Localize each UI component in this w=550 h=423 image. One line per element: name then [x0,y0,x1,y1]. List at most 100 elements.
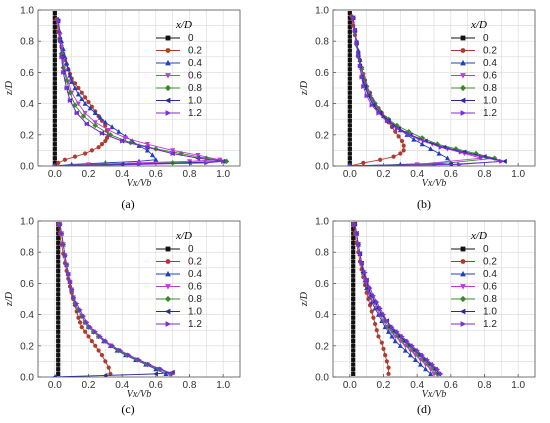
data-point-0.8 [491,155,498,161]
data-point-1.2 [77,307,83,313]
y-tick-label: 0.2 [315,341,329,352]
data-point-0 [351,282,356,288]
data-layer [52,221,176,377]
data-point-0.2 [96,145,101,150]
data-point-1.2 [410,343,415,349]
data-layer [351,221,444,377]
data-point-0 [351,315,356,320]
data-point-0 [347,142,352,147]
data-point-0.2 [83,329,88,334]
legend-marker-1.0 [459,97,466,104]
plot-frame [37,220,241,378]
data-point-0 [351,292,356,297]
data-point-0.2 [383,353,388,358]
data-point-0.2 [104,135,110,141]
data-point-0.6 [414,162,420,166]
data-point-1.2 [415,347,420,353]
data-point-1.2 [61,69,66,75]
data-point-0 [56,343,61,348]
y-tick-label: 0.0 [20,162,34,173]
data-point-0.2 [103,138,108,144]
y-tick-label: 0.8 [315,248,329,259]
panel-c: 0.00.20.40.60.81.00.0 0.2 0.4 0.6 0.8 1.0Vx/V… [4,217,241,416]
data-point-0.2 [386,371,391,376]
data-point-0.4 [436,150,442,156]
data-point-0 [347,29,352,34]
legend-title: x/D [175,19,192,31]
data-point-1.2 [404,338,410,344]
data-point-0.2 [374,328,379,333]
legend-marker-1.0 [459,308,466,315]
data-point-0.4 [79,96,85,102]
data-point-0 [52,85,57,91]
data-point-0.2 [99,142,105,147]
data-point-1.2 [351,15,356,21]
data-point-0.6 [123,135,129,141]
x-tick-label: 0.8 [478,169,492,180]
data-point-0 [56,268,61,274]
data-point-0.4 [418,361,424,367]
y-tick-label: 0.0 [20,373,34,384]
x-tick-label: 0.2 [82,169,96,180]
data-point-0.2 [83,151,88,156]
data-point-0 [347,156,352,161]
data-point-0 [56,240,61,245]
data-point-1.2 [430,362,436,368]
data-point-0.6 [75,101,81,107]
legend-label-0.2: 0.2 [483,257,497,268]
data-point-0 [347,109,352,114]
data-point-1.2 [438,371,444,377]
legend-marker-0.8 [164,84,172,92]
data-point-0 [351,371,356,376]
legend-label-0: 0 [188,33,194,44]
legend-marker-0.8 [164,295,172,303]
data-point-0.4 [72,85,78,91]
data-point-0.4 [444,155,450,161]
data-point-0 [52,57,57,63]
y-tick-label: 0.4 [20,310,34,321]
data-point-0 [347,34,352,39]
y-tick-label: 1.0 [20,6,34,17]
data-point-0.2 [72,154,78,159]
legend-label-1.2: 1.2 [188,108,202,119]
data-point-0.4 [392,338,398,344]
data-point-1.2 [394,329,400,335]
data-point-1.2 [479,154,484,160]
legend-marker-0.2 [460,48,466,53]
data-point-0 [351,240,356,245]
data-point-1.2 [399,333,405,339]
x-axis-title: Vx/Vb [127,389,151,400]
x-tick-label: 0.2 [82,380,96,391]
data-point-1.2 [136,161,142,166]
data-point-0.4 [423,366,429,372]
legend-label-1.0: 1.0 [188,307,202,318]
data-point-0 [347,132,352,137]
data-point-1.2 [98,333,104,339]
data-point-0.6 [412,353,419,358]
data-point-0 [56,324,61,330]
data-point-1.0 [153,371,158,377]
data-point-0.4 [97,114,103,120]
data-point-1.2 [59,230,65,236]
plot-frame [332,220,536,378]
legend-label-0.8: 0.8 [483,83,497,94]
data-point-1.2 [99,130,105,136]
data-point-1.2 [56,18,61,24]
data-point-1.2 [84,319,90,325]
data-point-0 [56,348,61,353]
legend-title: x/D [470,19,487,31]
data-point-0 [351,334,356,339]
data-point-0 [347,90,352,95]
x-tick-label: 0.6 [149,169,163,180]
data-point-0 [347,151,352,156]
data-point-0 [52,142,57,147]
data-point-0 [56,259,61,264]
x-tick-label: 0.0 [48,380,62,391]
data-point-0.2 [72,81,78,86]
series-line-1.0 [54,371,173,377]
data-point-0 [351,357,356,362]
data-point-0 [56,353,61,358]
data-point-1.2 [52,163,58,166]
data-point-1.2 [384,318,390,324]
data-point-0 [52,123,57,128]
